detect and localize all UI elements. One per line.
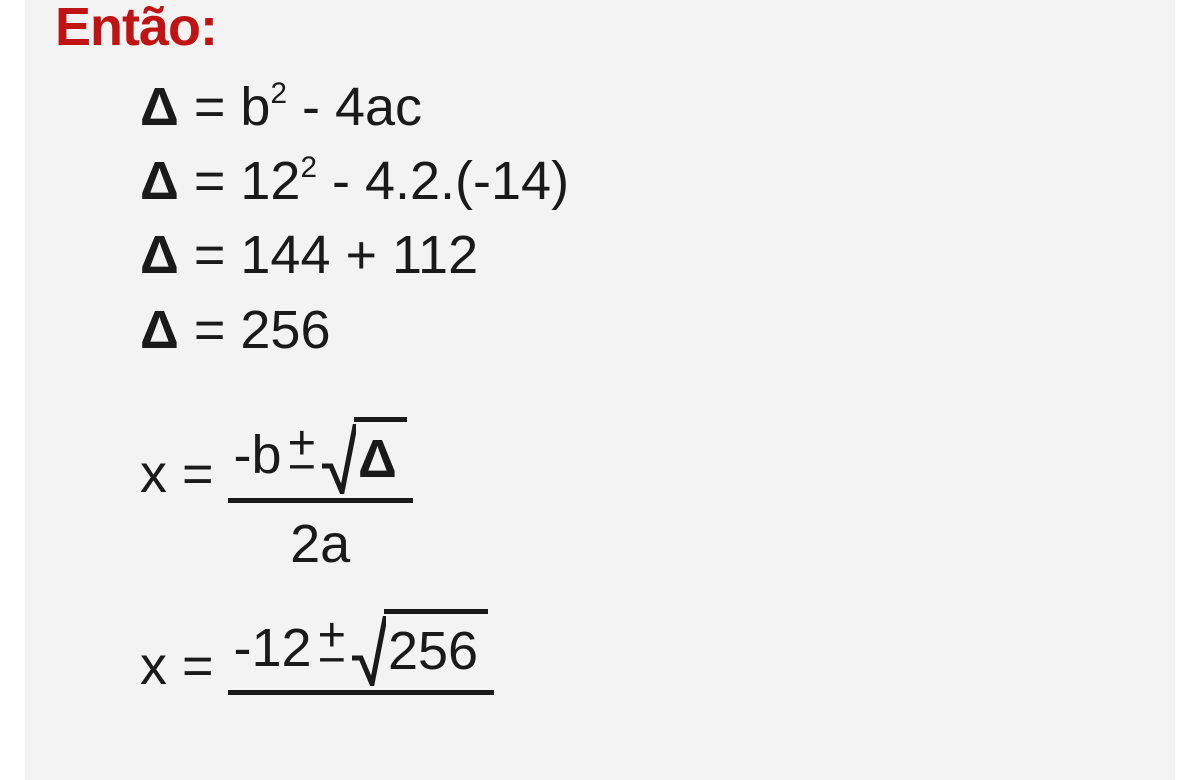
lhs-x: x = xyxy=(140,417,214,509)
math-block: Δ = b2 - 4ac Δ = 122 - 4.2.(-14) Δ = 144… xyxy=(140,72,1145,701)
page: Então: Δ = b2 - 4ac Δ = 122 - 4.2.(-14) … xyxy=(25,0,1175,780)
delta-symbol: Δ xyxy=(140,72,179,142)
neg-b: -b xyxy=(234,420,282,490)
numerator: -b + − Δ xyxy=(228,417,413,503)
term-rest: - 4ac xyxy=(287,77,422,137)
plus-minus-icon: + − xyxy=(318,622,346,673)
numerator: -12 + − 256 xyxy=(228,609,495,695)
radical-icon xyxy=(352,609,386,686)
delta-symbol: Δ xyxy=(140,220,179,290)
spacer xyxy=(140,369,1145,417)
term-text: 144 + 112 xyxy=(240,225,478,285)
radicand: Δ xyxy=(354,417,407,494)
exponent-2: 2 xyxy=(270,77,287,110)
term-12: 12 xyxy=(240,151,300,211)
delta-line-1: Δ = b2 - 4ac xyxy=(140,72,1145,142)
denominator: 2a xyxy=(290,503,350,579)
fraction: -b + − Δ 2a xyxy=(228,417,413,579)
heading-entao: Então: xyxy=(55,0,1145,54)
lhs-x: x = xyxy=(140,609,214,701)
delta-symbol: Δ xyxy=(140,295,179,365)
delta-symbol: Δ xyxy=(140,146,179,216)
sqrt: 256 xyxy=(352,609,488,686)
term-b: b xyxy=(240,77,270,137)
equals: = xyxy=(194,151,226,211)
plus-minus-icon: + − xyxy=(288,430,316,481)
delta-line-2: Δ = 122 - 4.2.(-14) xyxy=(140,146,1145,216)
delta-line-3: Δ = 144 + 112 xyxy=(140,220,1145,290)
equals: = xyxy=(194,225,226,285)
quadratic-formula-substituted: x = -12 + − 256 xyxy=(140,609,1145,701)
fraction: -12 + − 256 xyxy=(228,609,495,701)
quadratic-formula-general: x = -b + − Δ xyxy=(140,417,1145,579)
radical-icon xyxy=(322,417,356,494)
term-text: 256 xyxy=(240,300,330,360)
equals: = xyxy=(194,77,226,137)
radicand: 256 xyxy=(384,609,488,686)
sqrt: Δ xyxy=(322,417,407,494)
delta-line-4: Δ = 256 xyxy=(140,295,1145,365)
exponent-2: 2 xyxy=(300,151,317,184)
term-rest: - 4.2.(-14) xyxy=(317,151,569,211)
neg-12: -12 xyxy=(234,613,312,683)
equals: = xyxy=(194,300,226,360)
